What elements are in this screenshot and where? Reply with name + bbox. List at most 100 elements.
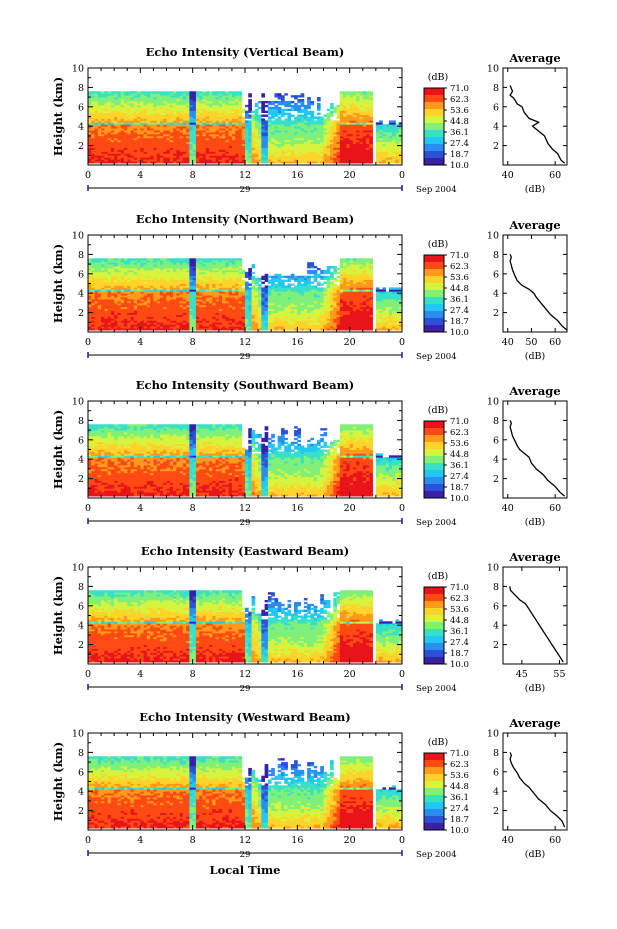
heatmap-cell <box>88 300 92 304</box>
heatmap-cell <box>156 289 161 292</box>
heatmap-cell <box>163 153 167 156</box>
heatmap-cell <box>101 100 105 104</box>
heatmap-cell <box>107 128 112 131</box>
heatmap-cell <box>189 271 194 275</box>
heatmap-cell <box>173 93 177 96</box>
heatmap-cell <box>91 285 95 288</box>
heatmap-cell <box>166 308 171 312</box>
heatmap-cell <box>369 139 373 143</box>
heatmap-cell <box>195 122 200 125</box>
heatmap-cell <box>228 108 233 112</box>
heatmap-cell <box>267 110 272 114</box>
heatmap-cell <box>163 260 167 263</box>
heatmap-cell <box>137 114 141 117</box>
heatmap-cell <box>114 324 118 327</box>
heatmap-cell <box>323 132 328 135</box>
heatmap-cell <box>153 318 158 321</box>
heatmap-cell <box>150 312 154 315</box>
heatmap-cell <box>176 320 180 323</box>
heatmap-cell <box>123 328 128 331</box>
heatmap-cell <box>277 139 282 143</box>
heatmap-cell <box>212 289 216 292</box>
heatmap-cell <box>153 114 158 117</box>
heatmap-cell <box>153 149 158 152</box>
heatmap-cell <box>130 287 135 290</box>
heatmap-cell <box>215 102 220 106</box>
heatmap-cell <box>153 320 158 323</box>
heatmap-cell <box>320 139 324 143</box>
heatmap-cell <box>146 287 151 290</box>
heatmap-cell <box>339 122 344 125</box>
heatmap-cell <box>120 155 125 158</box>
heatmap-cell <box>238 159 243 162</box>
heatmap-cell <box>225 100 230 104</box>
heatmap-cell <box>241 161 246 164</box>
heatmap-cell <box>192 102 197 106</box>
heatmap-cell <box>254 153 259 156</box>
heatmap-cell <box>307 130 311 133</box>
heatmap-cell <box>209 287 213 290</box>
colorbar-swatch <box>424 123 444 131</box>
heatmap-cell <box>137 260 141 263</box>
heatmap-cell <box>104 318 109 321</box>
heatmap-cell <box>222 312 226 315</box>
heatmap-cell <box>117 159 122 162</box>
heatmap-cell <box>382 143 387 146</box>
heatmap-cell <box>202 264 207 267</box>
heatmap-cell <box>199 277 203 281</box>
heatmap-cell <box>251 139 256 143</box>
heatmap-cell <box>163 310 167 313</box>
heatmap-cell <box>339 100 344 104</box>
heatmap-cell <box>218 322 223 325</box>
heatmap-cell <box>146 266 151 269</box>
heatmap-cell <box>117 299 122 302</box>
heatmap-cell <box>336 132 341 135</box>
heatmap-cell <box>133 312 138 315</box>
heatmap-cell <box>202 128 207 131</box>
heatmap-cell <box>362 110 367 114</box>
heatmap-cell <box>316 149 321 152</box>
heatmap-cell <box>130 122 135 125</box>
heatmap-cell <box>123 299 128 302</box>
heatmap-cell <box>101 102 105 106</box>
heatmap-cell <box>150 141 154 145</box>
heatmap-cell <box>303 126 308 129</box>
heatmap-cell <box>163 318 167 321</box>
heatmap-cell <box>271 130 275 133</box>
heatmap-cell <box>143 120 148 123</box>
heatmap-cell <box>254 122 259 125</box>
heatmap-cell <box>130 110 135 114</box>
heatmap-cell <box>120 264 125 267</box>
heatmap-cell <box>254 128 259 131</box>
heatmap-cell <box>114 283 118 286</box>
heatmap-cell <box>173 132 177 135</box>
heatmap-cell <box>333 155 337 158</box>
heatmap-cell <box>287 104 292 108</box>
heatmap-cell <box>127 306 131 310</box>
heatmap-cell <box>110 122 115 125</box>
heatmap-cell <box>133 322 138 325</box>
heatmap-cell <box>91 97 95 100</box>
heatmap-cell <box>369 120 373 123</box>
heatmap-cell <box>294 95 298 98</box>
heatmap-cell <box>369 93 373 96</box>
heatmap-cell <box>280 112 285 115</box>
heatmap-cell <box>343 122 347 125</box>
heatmap-cell <box>218 143 223 146</box>
heatmap-cell <box>388 151 393 154</box>
heatmap-cell <box>290 124 295 127</box>
heatmap-cell <box>212 108 216 112</box>
heatmap-cell <box>186 153 190 156</box>
heatmap-cell <box>277 118 282 121</box>
heatmap-cell <box>294 161 298 164</box>
heatmap-cell <box>231 151 236 154</box>
heatmap-cell <box>94 100 99 104</box>
heatmap-cell <box>150 155 154 158</box>
heatmap-cell <box>146 312 151 315</box>
heatmap-cell <box>166 141 171 145</box>
heatmap-cell <box>182 310 187 313</box>
heatmap-cell <box>231 328 236 331</box>
heatmap-cell <box>159 275 164 279</box>
heatmap-cell <box>179 314 184 317</box>
heatmap-cell <box>228 153 233 156</box>
